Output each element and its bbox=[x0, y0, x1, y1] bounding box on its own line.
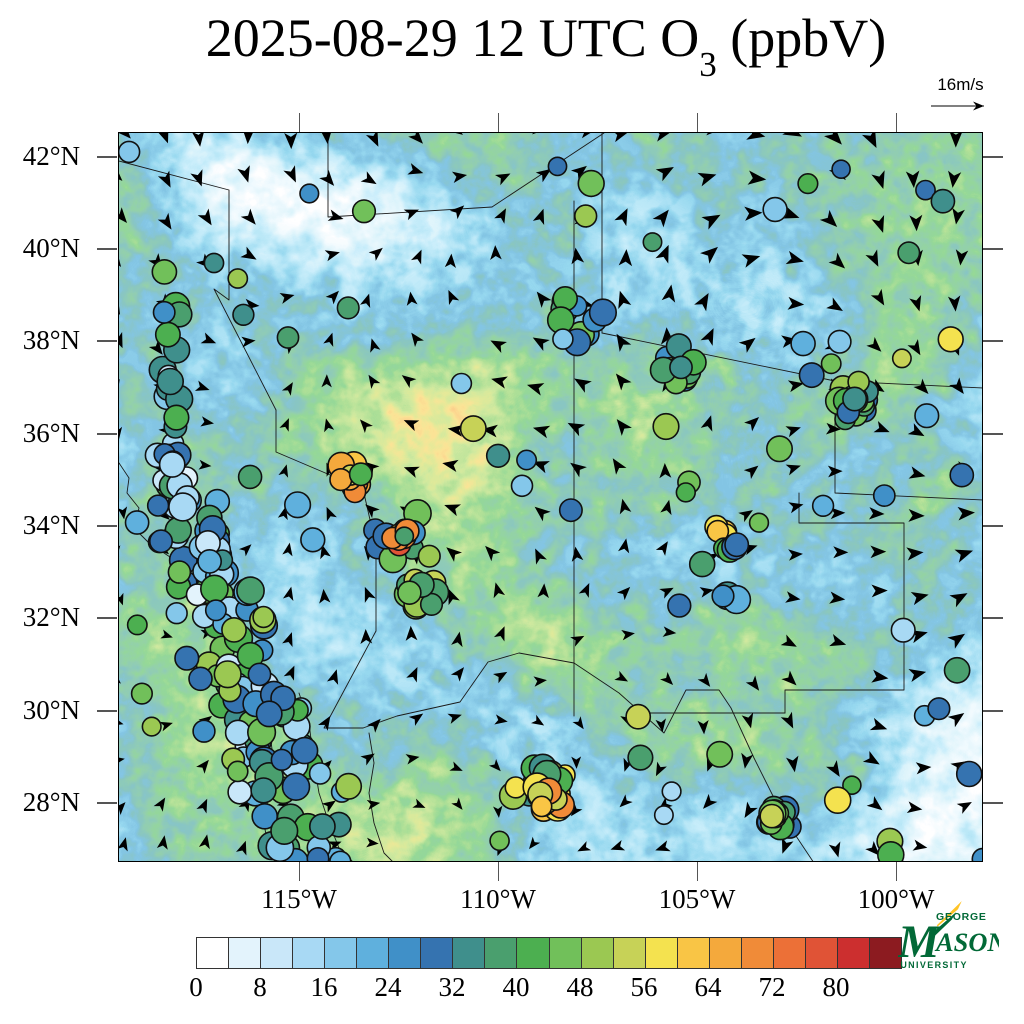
svg-text:UNIVERSITY: UNIVERSITY bbox=[900, 960, 968, 970]
svg-text:ASON: ASON bbox=[934, 927, 999, 957]
svg-text:GEORGE: GEORGE bbox=[936, 912, 987, 923]
